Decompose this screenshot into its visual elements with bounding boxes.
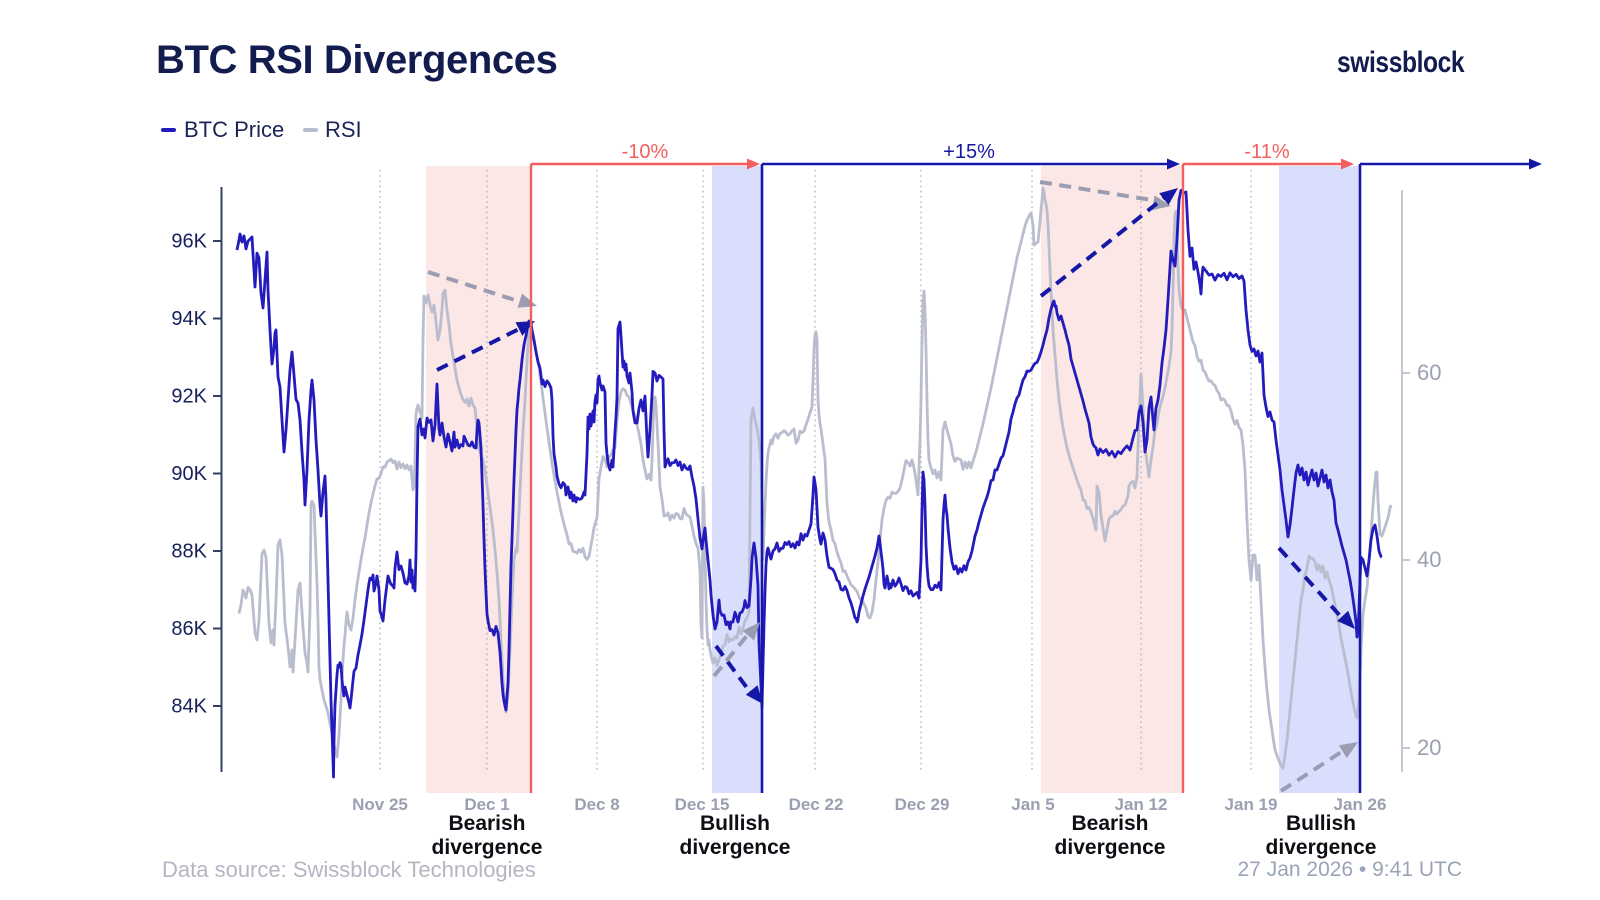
svg-text:Jan 19: Jan 19 xyxy=(1225,795,1278,814)
svg-text:90K: 90K xyxy=(171,463,207,485)
svg-text:Dec 29: Dec 29 xyxy=(895,795,950,814)
svg-text:Bullish: Bullish xyxy=(700,812,770,835)
svg-text:+15%: +15% xyxy=(943,141,995,163)
svg-text:divergence: divergence xyxy=(432,836,543,859)
svg-text:40: 40 xyxy=(1417,547,1441,572)
svg-text:Nov 25: Nov 25 xyxy=(352,795,408,814)
svg-text:86K: 86K xyxy=(171,618,207,640)
svg-text:84K: 84K xyxy=(171,696,207,718)
svg-text:Jan 5: Jan 5 xyxy=(1011,795,1054,814)
svg-text:Dec 15: Dec 15 xyxy=(675,795,730,814)
svg-text:Jan 12: Jan 12 xyxy=(1115,795,1168,814)
svg-text:92K: 92K xyxy=(171,386,207,408)
svg-text:88K: 88K xyxy=(171,541,207,563)
svg-text:-11%: -11% xyxy=(1244,141,1289,163)
svg-text:-10%: -10% xyxy=(622,141,669,163)
svg-text:96K: 96K xyxy=(171,231,207,253)
svg-text:divergence: divergence xyxy=(1266,836,1377,859)
svg-text:Bearish: Bearish xyxy=(1071,812,1148,835)
svg-text:Bearish: Bearish xyxy=(448,812,525,835)
svg-text:Jan 26: Jan 26 xyxy=(1334,795,1387,814)
svg-text:divergence: divergence xyxy=(1055,836,1166,859)
svg-text:60: 60 xyxy=(1417,360,1441,385)
svg-text:Dec 22: Dec 22 xyxy=(789,795,844,814)
svg-text:20: 20 xyxy=(1417,735,1441,760)
svg-text:Dec 8: Dec 8 xyxy=(574,795,619,814)
svg-text:94K: 94K xyxy=(171,308,207,330)
svg-text:Bullish: Bullish xyxy=(1286,812,1356,835)
svg-text:divergence: divergence xyxy=(680,836,791,859)
svg-text:Dec 1: Dec 1 xyxy=(464,795,509,814)
